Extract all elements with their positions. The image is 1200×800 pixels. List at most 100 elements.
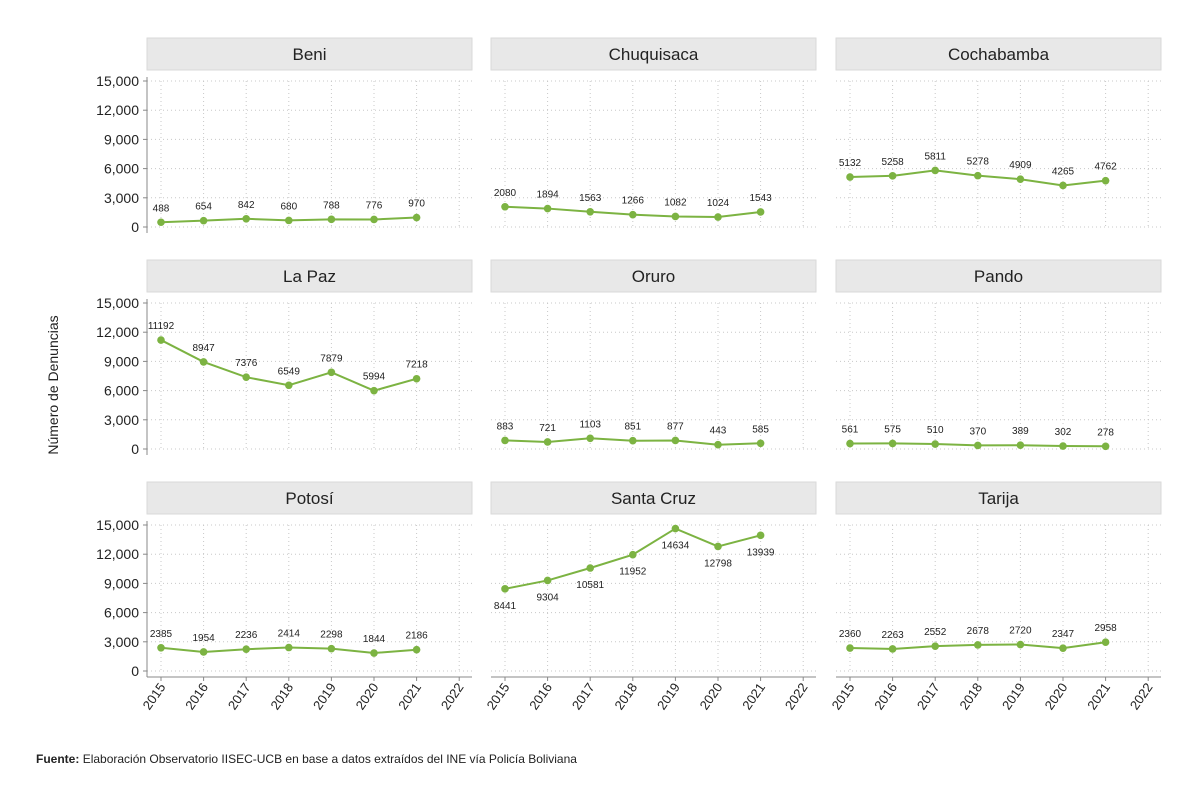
data-point: [586, 564, 594, 572]
panel-header: [146, 259, 473, 293]
data-point: [586, 207, 594, 216]
data-label: 2186: [405, 631, 428, 642]
x-tick-label: 2016: [182, 680, 211, 712]
data-point: [1059, 442, 1067, 450]
y-tick-label: 6,000: [104, 383, 139, 399]
panel-la-paz: La Paz 0 3,000 6,000 9,000 12,000 15,000 11192 8…: [96, 259, 473, 457]
data-point: [501, 202, 509, 211]
panel-header: [835, 259, 1162, 293]
data-label: 370: [969, 426, 986, 437]
data-point: [285, 381, 293, 390]
x-tick-label: 2020: [697, 680, 726, 712]
data-point: [846, 173, 854, 181]
data-label: 278: [1097, 427, 1114, 438]
data-label: 2958: [1094, 623, 1117, 634]
data-point: [714, 213, 722, 221]
data-label: 5132: [839, 158, 862, 169]
y-tick-label: 12,000: [96, 324, 139, 340]
panel-chuquisaca: Chuquisaca 2080 1894 1563 1266 1082 1024 1543: [490, 37, 817, 228]
data-point: [157, 218, 165, 227]
data-label: 8947: [192, 343, 215, 354]
data-label: 2347: [1052, 629, 1075, 640]
data-label: 877: [667, 421, 684, 432]
panel-title: Cochabamba: [948, 45, 1050, 64]
data-point: [327, 644, 336, 653]
y-tick-label: 15,000: [96, 517, 139, 533]
source-label: Fuente:: [36, 752, 80, 766]
panel-title: Santa Cruz: [611, 489, 696, 508]
source-text: Elaboración Observatorio IISEC-UCB en ba…: [82, 752, 577, 766]
data-point: [1059, 644, 1067, 652]
data-point: [931, 166, 939, 175]
y-tick-label: 0: [131, 663, 139, 679]
data-point: [888, 172, 897, 180]
data-point: [370, 649, 378, 657]
data-label: 488: [153, 203, 170, 214]
data-point: [974, 441, 982, 450]
y-tick-label: 15,000: [96, 295, 139, 311]
data-label: 1844: [363, 634, 386, 645]
data-point: [543, 204, 552, 213]
data-point: [1101, 442, 1110, 451]
data-label: 2414: [278, 629, 301, 640]
x-tick-label: 2018: [611, 680, 640, 712]
panel-title: La Paz: [283, 267, 336, 286]
data-label: 788: [323, 200, 340, 211]
data-label: 10581: [576, 580, 604, 591]
data-label: 389: [1012, 426, 1029, 437]
data-label: 302: [1055, 427, 1072, 438]
data-label: 5994: [363, 372, 386, 383]
data-label: 2678: [967, 626, 990, 637]
data-label: 2263: [881, 630, 904, 641]
data-point: [1101, 638, 1110, 647]
data-label: 1103: [579, 419, 601, 430]
data-label: 11952: [619, 567, 647, 578]
data-label: 8441: [494, 601, 517, 612]
data-label: 575: [884, 424, 901, 435]
data-label: 776: [366, 200, 383, 211]
data-label: 1024: [707, 198, 730, 209]
data-label: 2236: [235, 630, 258, 641]
data-point: [242, 645, 250, 654]
data-point: [242, 373, 250, 382]
data-label: 1543: [749, 193, 772, 204]
y-tick-label: 9,000: [104, 575, 139, 591]
panel-header: [490, 37, 817, 71]
panel-header: [490, 259, 817, 293]
y-tick-label: 0: [131, 219, 139, 235]
x-tick-label: 2022: [438, 680, 467, 712]
x-tick-label: 2018: [956, 680, 985, 712]
x-tick-label: 2021: [395, 680, 424, 712]
data-label: 883: [497, 421, 514, 432]
data-point: [974, 171, 982, 180]
data-point: [629, 210, 637, 219]
data-point: [671, 524, 680, 533]
data-point: [199, 648, 208, 656]
panel-oruro: Oruro 883 721 1103 851 877 443 585: [490, 259, 817, 450]
x-tick-label: 2017: [569, 680, 598, 712]
x-tick-label: 2022: [782, 680, 811, 712]
data-label: 12798: [704, 558, 732, 569]
data-label: 1266: [622, 196, 645, 207]
data-label: 13939: [747, 547, 775, 558]
x-tick-label: 2021: [739, 680, 768, 712]
data-point: [846, 439, 854, 448]
data-label: 5811: [924, 151, 946, 162]
panel-header: [835, 37, 1162, 71]
x-tick-label: 2020: [1042, 680, 1071, 712]
data-point: [888, 645, 897, 653]
y-tick-label: 0: [131, 441, 139, 457]
panel-potosí: Potosí 0 3,000 6,000 9,000 12,000 15,000 2015 20…: [96, 481, 473, 712]
data-label: 1563: [579, 193, 602, 204]
panel-beni: Beni 0 3,000 6,000 9,000 12,000 15,000 488 654 84…: [96, 37, 473, 235]
data-point: [671, 212, 680, 221]
data-point: [199, 358, 208, 366]
panel-header: [146, 37, 473, 71]
source-note: Fuente: Elaboración Observatorio IISEC-U…: [36, 752, 577, 766]
data-label: 561: [842, 425, 859, 436]
data-point: [629, 550, 637, 559]
data-point: [285, 643, 293, 652]
data-label: 14634: [661, 541, 689, 552]
data-point: [285, 216, 293, 225]
